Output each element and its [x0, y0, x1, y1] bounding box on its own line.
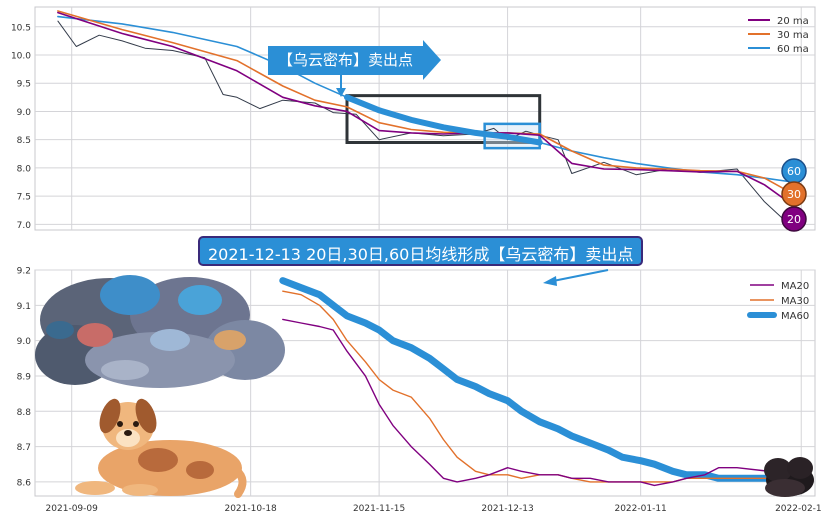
bottom-chart: 8.6 8.7 8.8 8.9 9.0 9.1 9.2 2021-09-09 2021-10-…: [17, 267, 822, 515]
legend-label-ma30-bottom: MA30: [781, 296, 809, 307]
x-tick-label: 2021-12-13: [481, 504, 533, 514]
y-tick-label: 8.8: [17, 408, 32, 418]
y-tick-label: 7.0: [17, 221, 32, 231]
bottom-legend: MA20 MA30 MA60: [747, 281, 809, 322]
bottom-y-tick-labels: 8.6 8.7 8.8 8.9 9.0 9.1 9.2: [17, 267, 32, 489]
y-tick-label: 8.6: [17, 478, 32, 488]
top-chart: 7.0 7.5 8.0 8.5 9.0 9.5 10.0 10.5 20 ma 30 ma 6…: [11, 6, 816, 232]
dog-illustration: [75, 398, 247, 498]
svg-text:60: 60: [787, 165, 801, 178]
y-tick-label: 9.0: [17, 337, 32, 347]
end-badge-20: 20: [781, 206, 807, 232]
y-tick-label: 7.5: [17, 193, 31, 203]
sell-point-banner-text: 【乌云密布】卖出点: [278, 51, 414, 69]
bottom-x-tick-labels: 2021-09-09 2021-10-18 2021-11-15 2021-12-13…: [46, 504, 822, 514]
y-tick-label: 8.0: [17, 164, 32, 174]
x-tick-label: 2021-11-15: [353, 504, 405, 514]
sell-point-banner: 【乌云密布】卖出点: [268, 40, 442, 80]
highlight-box: [345, 94, 542, 144]
y-tick-label: 9.1: [17, 302, 31, 312]
end-badge-60: 60: [781, 158, 807, 184]
y-tick-label: 9.2: [17, 267, 31, 277]
top-y-tick-labels: 7.0 7.5 8.0 8.5 9.0 9.5 10.0 10.5: [11, 23, 31, 231]
storm-cloud-illustration: [35, 275, 285, 388]
date-annotation-banner: 2021-12-13 20日,30日,60日均线形成【乌云密布】卖出点: [198, 236, 644, 266]
x-tick-label: 2022-01-11: [614, 504, 666, 514]
y-tick-label: 8.7: [17, 443, 31, 453]
series-line-ma60: [279, 277, 805, 482]
x-tick-label: 2022-02-15: [775, 504, 822, 514]
y-tick-label: 9.5: [17, 80, 31, 90]
y-tick-label: 9.0: [17, 108, 32, 118]
top-series: [57, 10, 802, 220]
svg-text:30: 30: [787, 188, 801, 201]
y-tick-label: 10.5: [11, 23, 31, 33]
svg-text:20: 20: [787, 213, 801, 226]
top-banner-pointer: [336, 74, 346, 97]
end-badge-30: 30: [781, 181, 807, 207]
banner-arrow-icon: [423, 40, 442, 80]
bottom-banner-pointer: [543, 269, 609, 286]
legend-label-ma20: 20 ma: [777, 16, 809, 27]
top-legend: 20 ma 30 ma 60 ma: [748, 16, 809, 55]
legend-label-ma60: 60 ma: [777, 44, 809, 55]
top-grid: [35, 7, 815, 230]
y-tick-label: 10.0: [11, 51, 31, 61]
date-annotation-text: 2021-12-13 20日,30日,60日均线形成【乌云密布】卖出点: [208, 245, 634, 264]
bottom-series: [279, 277, 805, 487]
x-tick-label: 2021-09-09: [46, 504, 99, 514]
legend-label-ma30: 30 ma: [777, 30, 809, 41]
dark-cloud-illustration: [764, 457, 814, 497]
y-tick-label: 8.5: [17, 136, 31, 146]
legend-label-ma20-bottom: MA20: [781, 281, 809, 292]
legend-label-ma60-bottom: MA60: [781, 311, 809, 322]
x-tick-label: 2021-10-18: [224, 504, 277, 514]
y-tick-label: 8.9: [17, 372, 32, 382]
series-line-ma20: [282, 318, 802, 487]
highlight-trend-line: [344, 94, 543, 146]
